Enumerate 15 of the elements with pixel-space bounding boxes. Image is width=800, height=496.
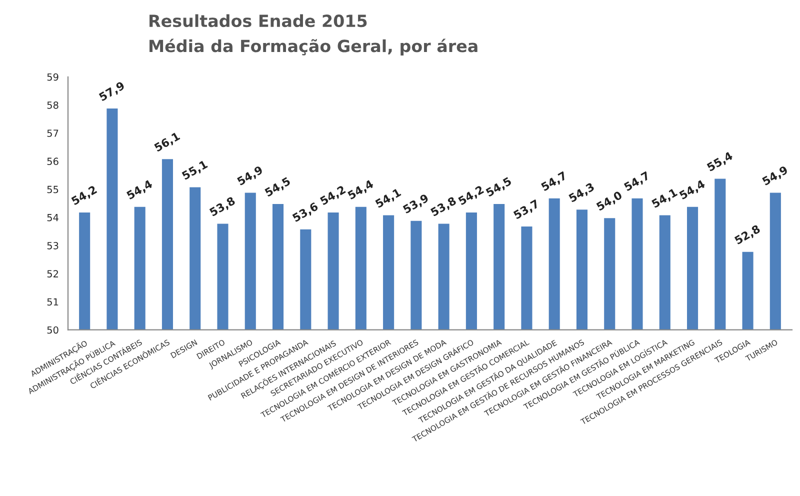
y-tick-label: 54: [47, 214, 58, 222]
data-label: 54,1: [374, 188, 402, 210]
chart-title: Resultados Enade 2015: [150, 14, 367, 28]
y-tick-label: 53: [47, 242, 58, 250]
y-tick-label: 51: [47, 298, 58, 306]
y-tick-label: 50: [47, 326, 58, 334]
y-tick-label: 58: [47, 101, 58, 109]
y-tick-label: 57: [47, 130, 58, 137]
data-label: 56,1: [154, 132, 182, 154]
y-tick-label: 59: [47, 73, 58, 81]
y-tick-label: 56: [47, 158, 58, 166]
y-tick-label: 52: [47, 270, 58, 278]
chart-subtitle: Média da Formação Geral, por área: [150, 38, 478, 56]
y-tick-label: 55: [47, 186, 58, 194]
data-label: 55,1: [181, 160, 209, 182]
